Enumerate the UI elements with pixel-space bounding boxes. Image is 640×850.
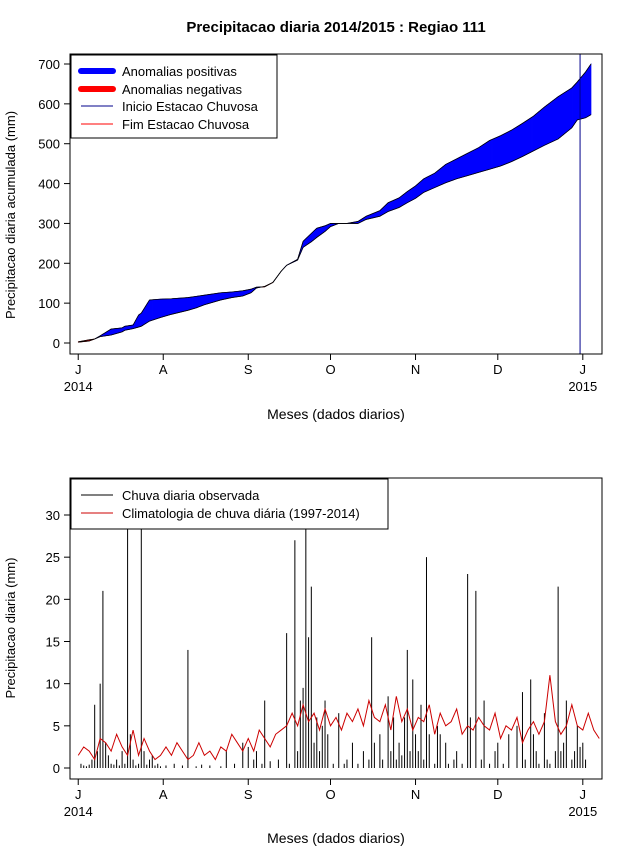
legend-label-observed: Chuva diaria observada — [122, 488, 260, 503]
y-tick-label: 5 — [53, 719, 60, 734]
daily-rain-layer — [77, 515, 600, 768]
legend-label-season-end: Fim Estacao Chuvosa — [122, 117, 250, 132]
y-tick-label: 300 — [38, 216, 60, 231]
y-tick-label: 400 — [38, 177, 60, 192]
bottom-legend: Chuva diaria observada Climatologia de c… — [70, 478, 389, 530]
y-tick-label: 0 — [53, 761, 60, 776]
x-tick-year-label: 2015 — [568, 379, 597, 394]
x-tick-label: N — [411, 362, 420, 377]
observed-cumulative-line — [78, 63, 592, 343]
climatology-daily-line — [77, 675, 600, 761]
bottom-plot-frame — [69, 477, 603, 780]
x-tick-label: J — [75, 362, 82, 377]
x-tick-year-label: 2015 — [568, 804, 597, 819]
y-tick-label: 30 — [46, 508, 60, 523]
climatology-cumulative-line — [78, 114, 592, 343]
x-tick-label: N — [411, 787, 420, 802]
legend-label-negative: Anomalias negativas — [122, 82, 242, 97]
bottom-x-axis: J 2014 A S O N D J 2015 — [64, 779, 597, 819]
y-tick-label: 20 — [46, 592, 60, 607]
y-tick-label: 700 — [38, 57, 60, 72]
top-plot-frame — [69, 53, 603, 355]
legend-label-positive: Anomalias positivas — [122, 64, 237, 79]
y-tick-label: 100 — [38, 296, 60, 311]
anomaly-area-layer — [77, 54, 592, 354]
top-x-axis-label: Meses (dados diarios) — [267, 406, 405, 422]
positive-anomaly-segment — [589, 63, 592, 116]
top-x-axis: J 2014 A S O N D J 2015 — [64, 354, 597, 394]
x-tick-label: D — [493, 362, 502, 377]
legend-label-season-start: Inicio Estacao Chuvosa — [122, 99, 259, 114]
x-tick-label: O — [325, 362, 335, 377]
y-tick-label: 600 — [38, 97, 60, 112]
top-y-axis: 0 100 200 300 400 500 600 700 — [38, 57, 70, 351]
bottom-y-axis: 0 5 10 15 20 25 30 — [46, 508, 70, 776]
top-y-axis-label: Precipitacao diaria acumulada (mm) — [3, 111, 18, 319]
x-tick-label: J — [75, 787, 82, 802]
x-tick-year-label: 2014 — [64, 804, 93, 819]
y-tick-label: 500 — [38, 137, 60, 152]
x-tick-label: J — [580, 362, 587, 377]
chart-title: Precipitacao diaria 2014/2015 : Regiao 1… — [186, 19, 485, 36]
y-tick-label: 15 — [46, 635, 60, 650]
daily-rain-chart: 0 5 10 15 20 25 30 J 2014 A S O N D J 2015 Precipitaca… — [3, 477, 603, 846]
bottom-y-axis-label: Precipitacao diaria (mm) — [3, 558, 18, 699]
x-tick-label: O — [325, 787, 335, 802]
y-tick-label: 200 — [38, 256, 60, 271]
bottom-x-axis-label: Meses (dados diarios) — [267, 830, 405, 846]
x-tick-year-label: 2014 — [64, 379, 93, 394]
bottom-legend-box — [70, 478, 389, 530]
top-legend: Anomalias positivas Anomalias negativas … — [70, 54, 278, 139]
legend-label-climatology: Climatologia de chuva diária (1997-2014) — [122, 506, 360, 521]
x-tick-label: S — [244, 787, 253, 802]
x-tick-label: A — [159, 362, 168, 377]
cumulative-chart: 0 100 200 300 400 500 600 700 J 2014 A S O N D J 2015 P… — [3, 53, 603, 422]
x-tick-label: S — [244, 362, 253, 377]
y-tick-label: 25 — [46, 550, 60, 565]
x-tick-label: J — [580, 787, 587, 802]
x-tick-label: D — [493, 787, 502, 802]
x-tick-label: A — [159, 787, 168, 802]
y-tick-label: 0 — [53, 336, 60, 351]
y-tick-label: 10 — [46, 677, 60, 692]
